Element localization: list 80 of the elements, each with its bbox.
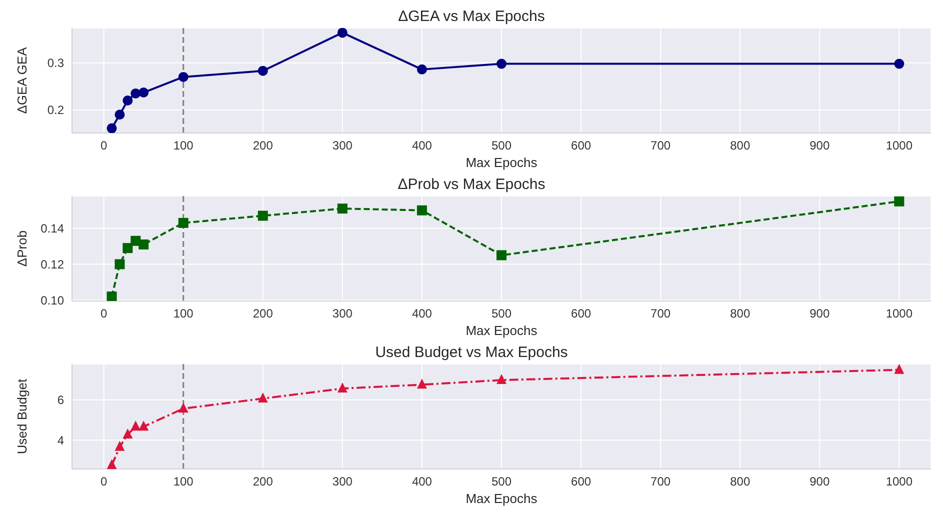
point [416,205,427,216]
point [122,428,133,438]
y-tick-label: 0.12 [40,257,64,272]
point [258,66,268,76]
point [258,210,268,221]
y-tick-label: 6 [57,393,64,408]
x-tick-label: 600 [571,306,592,321]
chart-title: Used Budget vs Max Epochs [374,344,569,362]
x-tick-label: 200 [252,138,274,153]
x-tick-label: 400 [412,474,432,489]
x-tick-label: 100 [173,138,194,153]
x-tick-label: 900 [810,306,830,321]
x-axis-title: Max Epochs [466,155,538,170]
x-tick-label: 400 [412,306,432,321]
x-tick-label: 0 [100,474,108,489]
point [496,58,506,69]
point [337,382,348,392]
point [337,204,348,214]
point [894,58,904,69]
x-tick-label: 300 [332,306,353,321]
point [178,402,188,413]
x-tick-label: 500 [491,138,512,153]
x-tick-label: 800 [730,138,750,153]
y-tick-label: 0.14 [40,222,64,236]
y-axis-title: Used Budget [14,378,30,454]
x-tick-label: 800 [730,474,750,489]
point [122,96,133,106]
point [894,196,904,206]
x-tick-label: 700 [650,138,671,153]
x-tick-label: 0 [100,138,108,153]
point [114,440,125,451]
x-tick-label: 600 [571,138,592,153]
point [258,392,268,403]
x-tick-label: 500 [491,474,512,489]
x-tick-label: 1000 [886,474,913,489]
x-axis-title: Max Epochs [466,491,538,506]
x-tick-label: 400 [412,138,432,153]
point [114,259,125,270]
x-tick-label: 0 [100,306,108,321]
x-tick-label: 600 [571,474,592,489]
x-tick-label: 200 [252,306,274,321]
x-tick-label: 1000 [886,306,913,321]
point [114,110,125,120]
point [106,292,117,301]
x-tick-label: 300 [332,474,353,489]
y-tick-label: 0.2 [47,103,64,118]
y-tick-label: 0.10 [40,293,64,308]
point [178,72,188,82]
point [130,420,141,431]
point [106,459,117,469]
point [416,378,427,389]
point [178,218,188,228]
point [416,64,427,74]
y-tick-label: 0.3 [47,56,64,70]
chart-title: ΔProb vs Max Epochs [396,176,546,194]
point [496,250,506,260]
y-tick-label: 4 [57,433,64,448]
point [496,374,506,384]
point [138,420,149,431]
point [337,28,348,38]
x-tick-label: 500 [491,306,512,321]
point [106,123,117,133]
point [138,239,149,250]
x-tick-label: 900 [810,138,830,153]
chart-title: ΔGEA vs Max Epochs [397,8,546,26]
y-axis-title: ΔGEA GEA [14,46,30,114]
x-tick-label: 700 [650,306,671,321]
x-tick-label: 200 [252,474,274,489]
x-tick-label: 100 [173,306,194,321]
y-axis-title: ΔProb [14,230,30,267]
x-tick-label: 100 [173,474,194,489]
x-axis-title: Max Epochs [466,323,538,338]
point [138,88,149,98]
x-tick-label: 300 [332,138,353,153]
point [894,364,904,374]
point [122,243,133,254]
x-tick-label: 700 [650,474,671,489]
x-tick-label: 900 [810,474,830,489]
x-tick-label: 1000 [886,138,913,153]
x-tick-label: 800 [730,306,750,321]
